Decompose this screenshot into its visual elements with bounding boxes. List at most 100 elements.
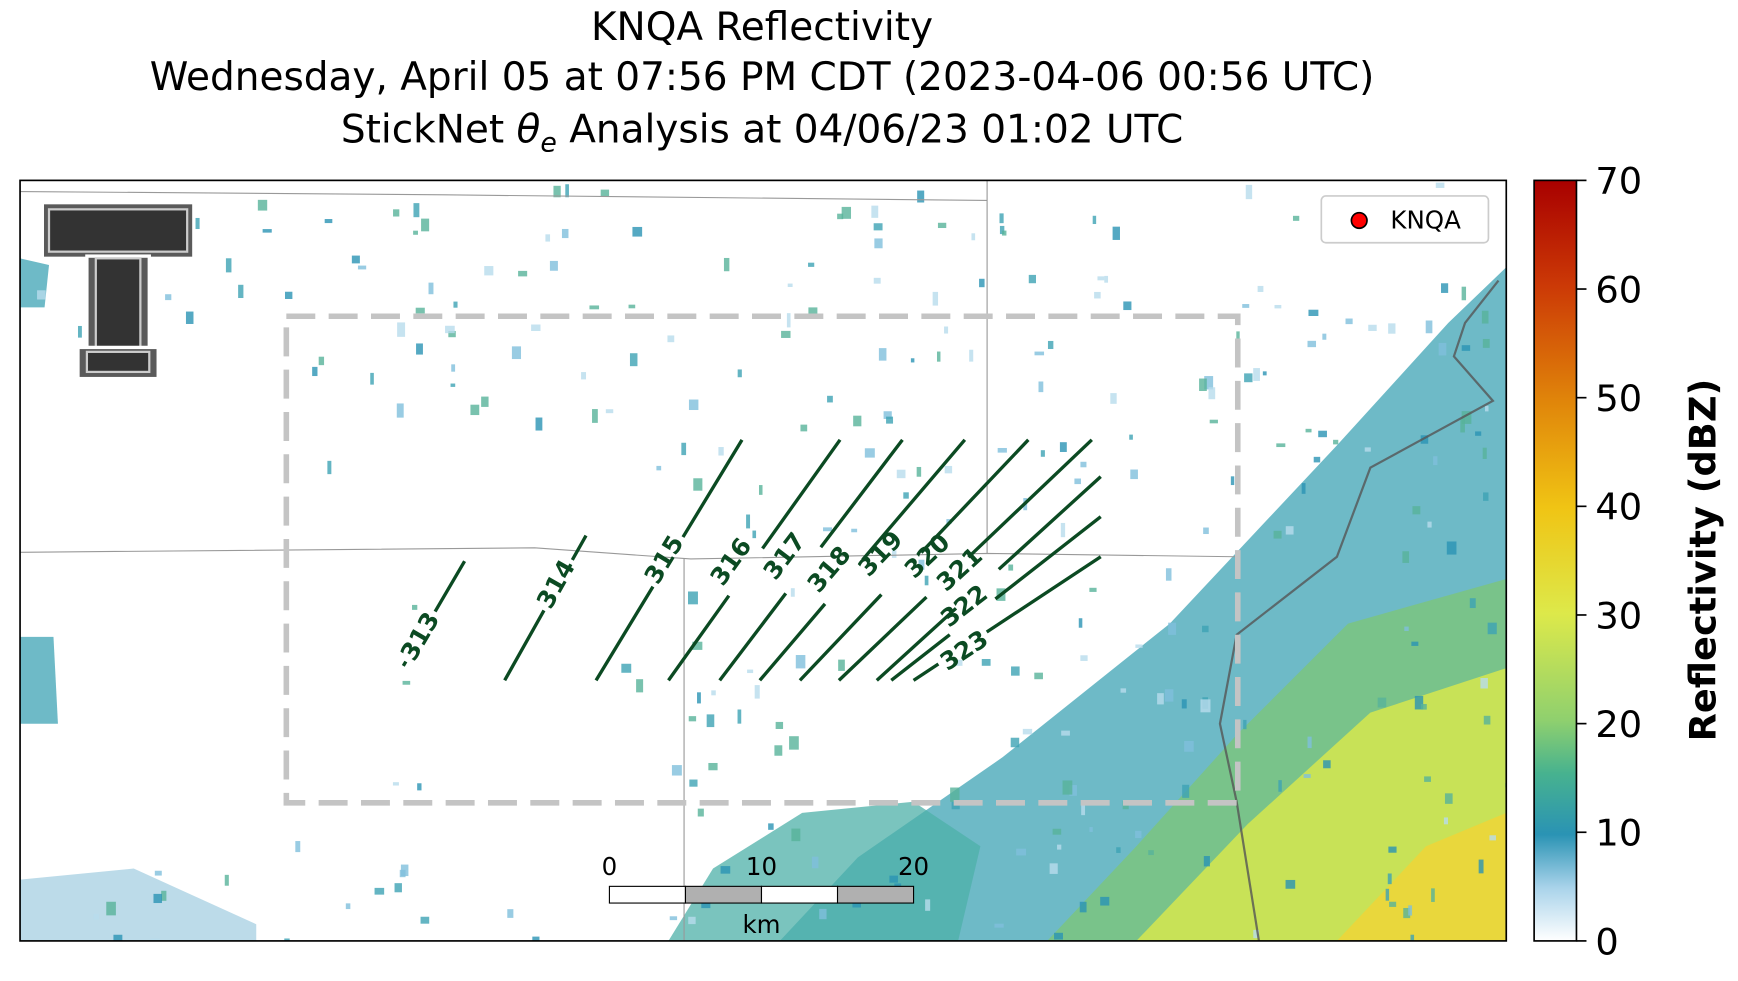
colorbar-tick-label: 60	[1595, 268, 1642, 311]
legend: KNQA	[1320, 195, 1490, 244]
colorbar-tick-label: 40	[1595, 486, 1642, 529]
speckle	[758, 485, 763, 495]
speckle	[262, 229, 272, 233]
speckle	[357, 265, 367, 270]
speckle	[775, 721, 784, 729]
speckle	[1274, 304, 1282, 309]
speckle	[370, 372, 374, 385]
contour-line	[997, 475, 1102, 571]
speckle	[1480, 677, 1488, 689]
speckle	[1047, 340, 1054, 350]
speckle	[656, 465, 662, 471]
speckle	[415, 307, 425, 314]
contour-line	[681, 438, 744, 538]
speckle	[421, 218, 430, 232]
speckle	[819, 908, 827, 920]
echo-teal	[668, 801, 981, 941]
speckle	[450, 383, 456, 387]
speckle	[113, 934, 123, 941]
speckle	[1478, 859, 1484, 874]
speckle	[1245, 184, 1253, 200]
speckle	[1011, 666, 1020, 676]
speckle	[811, 856, 819, 869]
speckle	[689, 779, 698, 787]
radar-echo	[20, 182, 1507, 941]
speckle	[1089, 827, 1093, 832]
contour-line	[994, 515, 1102, 601]
speckle	[896, 469, 906, 479]
speckle	[708, 762, 718, 771]
speckle	[1157, 693, 1164, 705]
speckle	[1483, 715, 1491, 725]
speckle	[1323, 760, 1331, 769]
speckle	[1116, 847, 1121, 853]
speckle	[837, 213, 844, 220]
speckle	[518, 270, 528, 277]
speckle	[808, 262, 815, 267]
speckle	[1333, 439, 1339, 445]
speckle	[106, 901, 116, 916]
speckle	[979, 278, 985, 288]
speckle	[1461, 345, 1471, 351]
speckle	[1001, 230, 1007, 236]
speckle	[589, 305, 600, 310]
speckle	[1089, 587, 1097, 592]
contour-line	[798, 593, 883, 682]
speckle	[936, 351, 941, 362]
speckle	[1425, 320, 1433, 334]
speckle	[1411, 641, 1419, 646]
speckle	[1408, 905, 1413, 916]
speckle	[470, 404, 480, 416]
speckle	[1292, 215, 1300, 221]
speckle	[1446, 541, 1457, 555]
speckle	[1483, 492, 1489, 501]
speckle	[1244, 373, 1253, 383]
speckle	[711, 690, 716, 696]
speckle	[1318, 430, 1327, 438]
contour-line	[401, 660, 408, 667]
speckle	[185, 311, 194, 324]
speckle	[1276, 443, 1286, 448]
speckle	[774, 745, 783, 756]
speckle	[1441, 283, 1449, 293]
speckle	[873, 277, 881, 284]
speckle	[1482, 338, 1490, 348]
speckle	[1182, 784, 1190, 798]
speckle	[511, 346, 522, 360]
speckle	[1061, 730, 1070, 736]
subtitle: StickNet θe Analysis at 04/06/23 01:02 U…	[341, 108, 1183, 159]
colorbar	[1533, 179, 1578, 942]
speckle	[413, 230, 418, 235]
speckle	[224, 874, 229, 886]
speckle	[787, 283, 793, 287]
scale-segment	[684, 885, 763, 904]
speckle	[937, 222, 947, 229]
speckle	[1435, 182, 1445, 188]
speckle	[453, 301, 458, 308]
echo-blue	[20, 868, 257, 941]
speckle	[545, 234, 551, 242]
speckle	[944, 326, 949, 334]
speckle	[581, 372, 587, 380]
colorbar-tick-label: 50	[1595, 377, 1642, 420]
analysis-domain	[283, 313, 1241, 806]
speckle	[1307, 736, 1312, 749]
speckle	[1402, 551, 1410, 563]
subtitle: Wednesday, April 05 at 07:56 PM CDT (202…	[150, 55, 1374, 100]
speckle	[747, 669, 754, 674]
speckle	[392, 782, 399, 786]
speckle	[1094, 291, 1101, 299]
speckle	[1010, 737, 1020, 748]
speckle	[565, 184, 569, 198]
speckle	[1092, 215, 1097, 225]
scale-label: 10	[746, 852, 777, 881]
speckle	[718, 447, 724, 456]
speckle	[1461, 286, 1467, 301]
speckle	[800, 424, 808, 432]
contour-line	[503, 609, 546, 682]
speckle	[795, 655, 806, 669]
speckle	[1404, 626, 1409, 631]
speckle	[1322, 333, 1327, 340]
speckle	[1313, 456, 1321, 463]
